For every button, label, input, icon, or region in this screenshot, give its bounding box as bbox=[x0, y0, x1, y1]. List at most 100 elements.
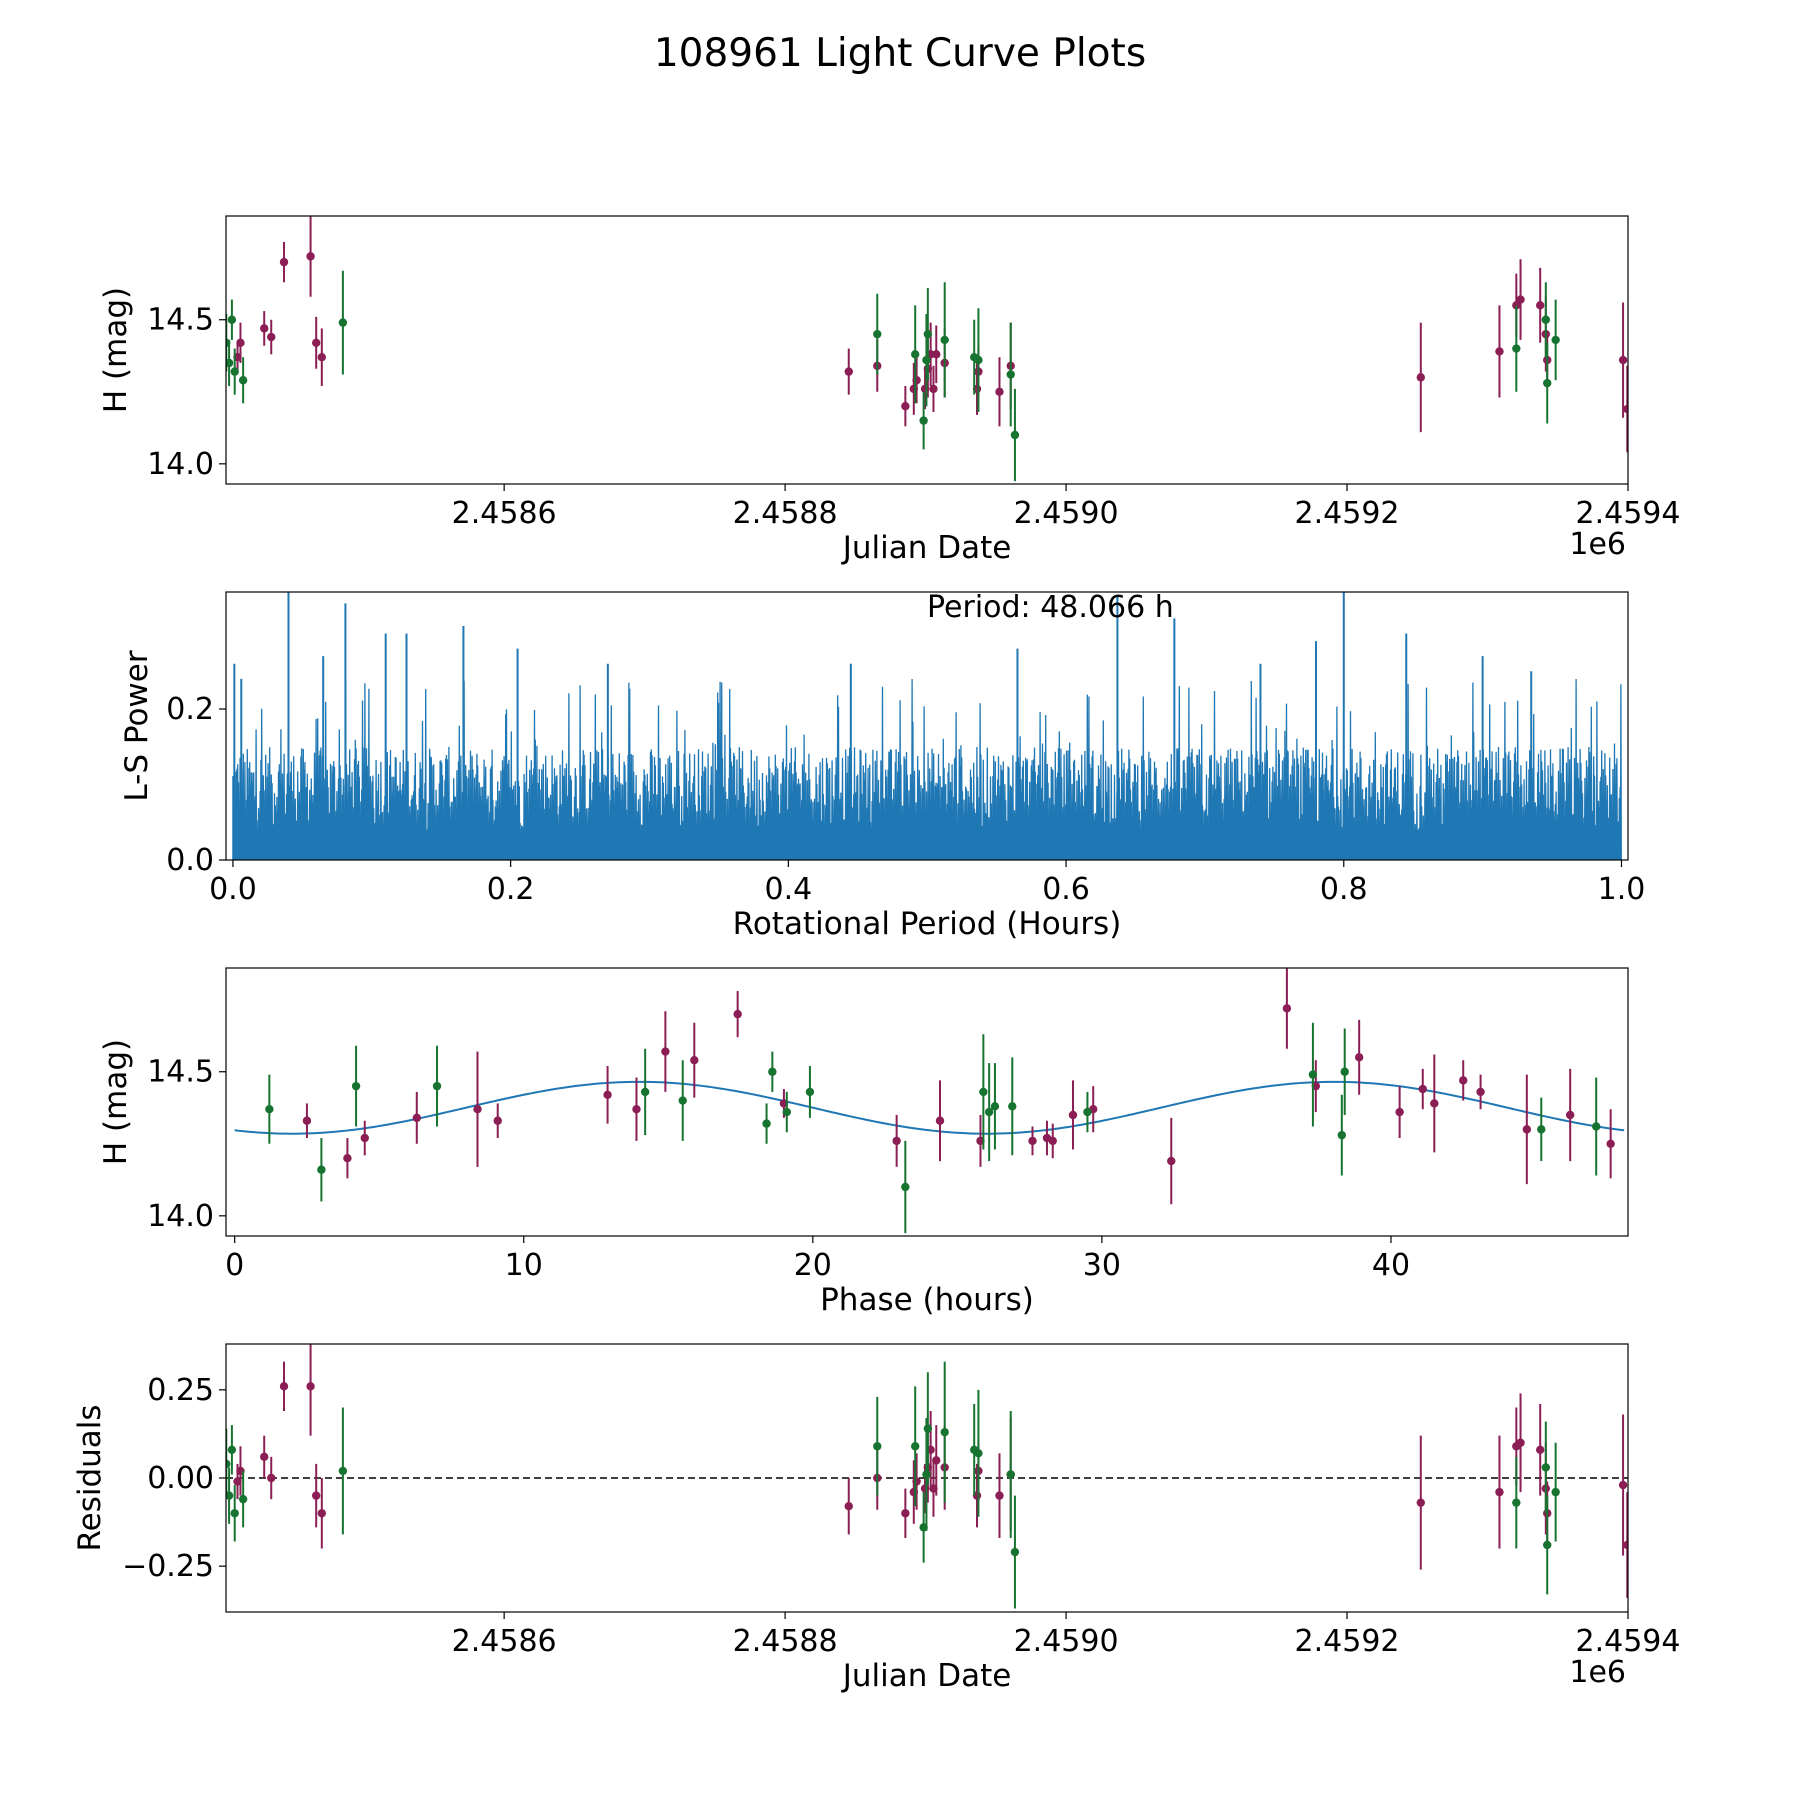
series-b-point bbox=[940, 1427, 949, 1437]
series-b-point bbox=[901, 1182, 910, 1192]
x-tick-label: 2.4592 bbox=[1295, 496, 1400, 531]
x-tick-label: 2.4588 bbox=[733, 1624, 838, 1659]
series-a-point bbox=[733, 1009, 742, 1019]
series-a-point bbox=[932, 350, 941, 359]
series-a-point bbox=[901, 1509, 910, 1518]
series-a-point bbox=[995, 387, 1004, 396]
lightcurve-ticks: 2.4586 2.4588 2.4590 2.4592 2.4594 14.0 14.5 bbox=[147, 303, 1680, 531]
series-a-point bbox=[412, 1113, 421, 1123]
series-b-point bbox=[230, 1509, 239, 1518]
series-a-point bbox=[1416, 1498, 1425, 1507]
x-tick-label: 2.4590 bbox=[1014, 496, 1119, 531]
phased-ylabel: H (mag) bbox=[98, 1039, 134, 1165]
series-a-point bbox=[1167, 1156, 1176, 1166]
series-a-point bbox=[632, 1105, 641, 1114]
phased-frame bbox=[225, 967, 1629, 1237]
series-a-point bbox=[493, 1116, 502, 1125]
phased-xlabel: Phase (hours) bbox=[820, 1282, 1034, 1318]
x-tick-label: 2.4586 bbox=[452, 1624, 557, 1659]
series-a-point bbox=[267, 332, 276, 342]
series-b-point bbox=[910, 1442, 920, 1451]
periodogram-xlabel: Rotational Period (Hours) bbox=[733, 906, 1122, 942]
series-b-point bbox=[230, 367, 239, 376]
residuals-ticks: 2.4586 2.4588 2.4590 2.4592 2.4594 0.25 0.00 −0… bbox=[122, 1373, 1680, 1659]
series-a-point bbox=[279, 1382, 289, 1391]
series-a-point bbox=[995, 1491, 1004, 1500]
series-a-point bbox=[690, 1056, 699, 1065]
series-a-point bbox=[279, 257, 289, 267]
x-tick-label: 0.0 bbox=[209, 872, 257, 907]
y-tick-label: 0.2 bbox=[166, 692, 214, 727]
series-b-point bbox=[923, 329, 933, 339]
series-a-point bbox=[1565, 1110, 1575, 1120]
series-a-point bbox=[317, 1509, 327, 1518]
series-b-point bbox=[640, 1087, 650, 1097]
y-tick-label: 0.00 bbox=[147, 1461, 214, 1496]
x-tick-label: 1.0 bbox=[1598, 872, 1646, 907]
plot-area bbox=[232, 592, 1622, 860]
series-b-point bbox=[974, 355, 983, 365]
series-b-point bbox=[226, 358, 234, 368]
series-b-point bbox=[226, 1491, 234, 1500]
series-b-point bbox=[805, 1087, 815, 1097]
series-a-point bbox=[929, 384, 938, 394]
series-a-point bbox=[1516, 295, 1525, 304]
lightcurve-x-offset-label: 1e6 bbox=[1569, 527, 1626, 562]
series-a-point bbox=[661, 1047, 670, 1056]
series-b-point bbox=[1551, 335, 1560, 345]
periodogram-panel: 0.0 0.2 0.4 0.6 0.8 1.0 0.0 0.2 Period: 48.066 … bbox=[119, 590, 1646, 942]
series-b-point bbox=[1010, 1547, 1020, 1557]
series-b-point bbox=[768, 1067, 777, 1076]
series-a-point bbox=[311, 1491, 321, 1500]
series-b-point bbox=[1337, 1130, 1347, 1140]
series-b-point bbox=[432, 1081, 442, 1091]
series-b-point bbox=[227, 315, 237, 324]
periodogram-marks bbox=[232, 592, 1622, 860]
figure-title: 108961 Light Curve Plots bbox=[654, 31, 1146, 76]
series-b-point bbox=[974, 1449, 983, 1458]
series-a-point bbox=[932, 1456, 941, 1465]
x-tick-label: 2.4594 bbox=[1576, 1624, 1681, 1659]
series-b-point bbox=[227, 1445, 237, 1454]
series-a-point bbox=[1476, 1087, 1485, 1097]
x-tick-label: 2.4592 bbox=[1295, 1624, 1400, 1659]
series-a-point bbox=[236, 338, 245, 347]
series-b-point bbox=[1541, 1463, 1551, 1472]
series-a-point bbox=[1418, 1084, 1427, 1094]
x-tick-label: 0.2 bbox=[487, 872, 535, 907]
y-tick-label: 14.0 bbox=[147, 447, 214, 482]
power-spectrum-line bbox=[232, 678, 1622, 860]
series-a-point bbox=[1048, 1136, 1057, 1146]
series-b-point bbox=[1592, 1122, 1601, 1131]
y-tick-label: 0.0 bbox=[166, 843, 214, 878]
residuals-marks bbox=[226, 1344, 1628, 1609]
series-b-point bbox=[1541, 315, 1551, 324]
series-b-point bbox=[873, 1442, 882, 1451]
series-b-point bbox=[1006, 370, 1015, 379]
series-b-point bbox=[317, 1165, 326, 1174]
series-a-point bbox=[1618, 355, 1628, 365]
series-b-point bbox=[1083, 1107, 1092, 1117]
series-a-point bbox=[844, 367, 853, 376]
series-b-point bbox=[1543, 378, 1552, 388]
period-annotation: Period: 48.066 h bbox=[927, 590, 1174, 625]
series-b-point bbox=[922, 355, 931, 365]
x-tick-label: 30 bbox=[1083, 1248, 1121, 1283]
series-a-point bbox=[1618, 1480, 1628, 1490]
y-tick-label: −0.25 bbox=[122, 1549, 214, 1584]
series-a-point bbox=[1535, 301, 1545, 310]
residuals-xlabel: Julian Date bbox=[841, 1658, 1012, 1694]
series-a-point bbox=[1623, 404, 1628, 414]
x-tick-label: 10 bbox=[505, 1248, 543, 1283]
series-b-point bbox=[910, 350, 920, 359]
series-a-point bbox=[912, 1477, 921, 1486]
series-b-point bbox=[1340, 1067, 1349, 1076]
periodogram-frame bbox=[225, 591, 1629, 861]
series-a-point bbox=[260, 1452, 269, 1462]
series-a-point bbox=[912, 376, 921, 385]
residuals-panel: 2.4586 2.4588 2.4590 2.4592 2.4594 0.25 0.00 −0… bbox=[72, 1343, 1680, 1694]
series-a-point bbox=[343, 1153, 352, 1163]
model-fit-line bbox=[234, 1080, 1625, 1135]
plot-area bbox=[226, 1344, 1628, 1609]
